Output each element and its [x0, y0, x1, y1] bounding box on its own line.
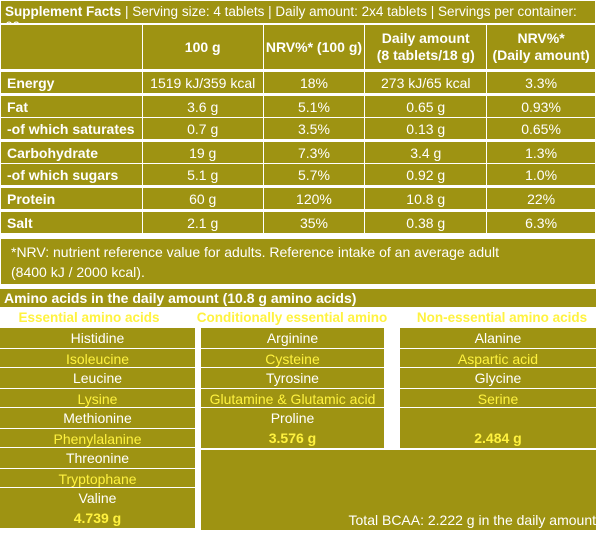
row-value: 1.0%: [486, 163, 596, 187]
list-item: Glycine: [400, 368, 596, 388]
row-label: Fat: [0, 93, 143, 118]
row-label: Energy: [0, 69, 143, 95]
header-empty: [0, 24, 143, 71]
row-label: -of which saturates: [0, 117, 143, 141]
nonessential-header: Non-essential amino acids: [416, 310, 588, 325]
list-item: Threonine: [0, 448, 195, 468]
table-row: Salt 2.1 g 35% 0.38 g 6.3%: [0, 209, 596, 234]
table-row: Energy 1519 kJ/359 kcal 18% 273 kJ/65 kc…: [0, 69, 596, 95]
list-item: Aspartic acid: [400, 348, 596, 368]
row-value: 22%: [486, 185, 596, 211]
table-row: Carbohydrate 19 g 7.3% 3.4 g 1.3%: [0, 139, 596, 164]
table-row: Fat 3.6 g 5.1% 0.65 g 0.93%: [0, 93, 596, 118]
row-value: 7.3%: [262, 139, 366, 164]
list-item: Valine: [0, 488, 195, 508]
nonessential-total: 2.484 g: [400, 428, 596, 448]
list-item: Isoleucine: [0, 348, 195, 368]
list-item: Proline: [201, 408, 384, 428]
title-bold: Supplement Facts: [5, 4, 122, 19]
list-item: Phenylalanine: [0, 428, 195, 448]
row-value: 5.1 g: [141, 163, 264, 187]
nrv-line-2: (8400 kJ / 2000 kcal).: [11, 264, 145, 280]
list-item: Histidine: [0, 328, 195, 348]
row-value: 3.5%: [262, 117, 366, 141]
nutrition-table: 100 g NRV%* (100 g) Daily amount (8 tabl…: [0, 24, 596, 234]
nrv-line-1: *NRV: nutrient reference value for adult…: [11, 244, 499, 260]
row-value: 3.4 g: [364, 139, 488, 164]
table-row: Protein 60 g 120% 10.8 g 22%: [0, 185, 596, 211]
row-value: 1.3%: [486, 139, 596, 164]
row-value: 273 kJ/65 kcal: [364, 69, 488, 95]
list-item: Methionine: [0, 408, 195, 428]
list-item: Leucine: [0, 368, 195, 388]
conditional-total: 3.576 g: [201, 428, 384, 448]
row-value: 35%: [262, 209, 366, 234]
row-value: 5.1%: [262, 93, 366, 118]
row-value: 5.7%: [262, 163, 366, 187]
table-header-row: 100 g NRV%* (100 g) Daily amount (8 tabl…: [0, 24, 596, 71]
row-label: Carbohydrate: [0, 139, 143, 164]
list-item: Serine: [400, 388, 596, 408]
list-item: Tyrosine: [201, 368, 384, 388]
bcaa-panel: [201, 450, 596, 530]
row-value: 120%: [262, 185, 366, 211]
conditional-header: Conditionally essential amino acids: [196, 310, 388, 342]
header-nrv-daily: NRV%* (Daily amount): [486, 24, 596, 71]
essential-total: 4.739 g: [0, 508, 195, 528]
table-row: -of which saturates 0.7 g 3.5% 0.13 g 0.…: [0, 117, 596, 141]
row-value: 19 g: [141, 139, 264, 164]
row-value: 6.3%: [486, 209, 596, 234]
list-item-blank: [400, 408, 596, 428]
row-value: 10.8 g: [364, 185, 488, 211]
list-item: Alanine: [400, 328, 596, 348]
row-label: Salt: [0, 209, 143, 234]
row-value: 3.3%: [486, 69, 596, 95]
row-value: 0.93%: [486, 93, 596, 118]
row-value: 60 g: [141, 185, 264, 211]
row-value: 0.65 g: [364, 93, 488, 118]
row-label: Protein: [0, 185, 143, 211]
essential-header: Essential amino acids: [18, 310, 160, 325]
list-item: Lysine: [0, 388, 195, 408]
list-item: Arginine: [201, 328, 384, 348]
bcaa-total: Total BCAA: 2.222 g in the daily amount: [348, 512, 596, 528]
row-value: 18%: [262, 69, 366, 95]
amino-acids-title: Amino acids in the daily amount (10.8 g …: [0, 289, 596, 307]
table-row: -of which sugars 5.1 g 5.7% 0.92 g 1.0%: [0, 163, 596, 187]
row-value: 0.7 g: [141, 117, 264, 141]
list-item: Tryptophane: [0, 468, 195, 488]
supplement-facts-title: Supplement Facts | Serving size: 4 table…: [0, 0, 596, 34]
row-label: -of which sugars: [0, 163, 143, 187]
row-value: 0.65%: [486, 117, 596, 141]
list-item: Glutamine & Glutamic acid: [201, 388, 384, 408]
list-item: Cysteine: [201, 348, 384, 368]
row-value: 0.92 g: [364, 163, 488, 187]
row-value: 0.38 g: [364, 209, 488, 234]
row-value: 0.13 g: [364, 117, 488, 141]
header-100g: 100 g: [141, 24, 264, 71]
row-value: 1519 kJ/359 kcal: [141, 69, 264, 95]
header-nrv-100g: NRV%* (100 g): [262, 24, 366, 71]
row-value: 3.6 g: [141, 93, 264, 118]
nrv-footnote: *NRV: nutrient reference value for adult…: [0, 238, 596, 285]
row-value: 2.1 g: [141, 209, 264, 234]
header-daily-amount: Daily amount (8 tablets/18 g): [364, 24, 488, 71]
